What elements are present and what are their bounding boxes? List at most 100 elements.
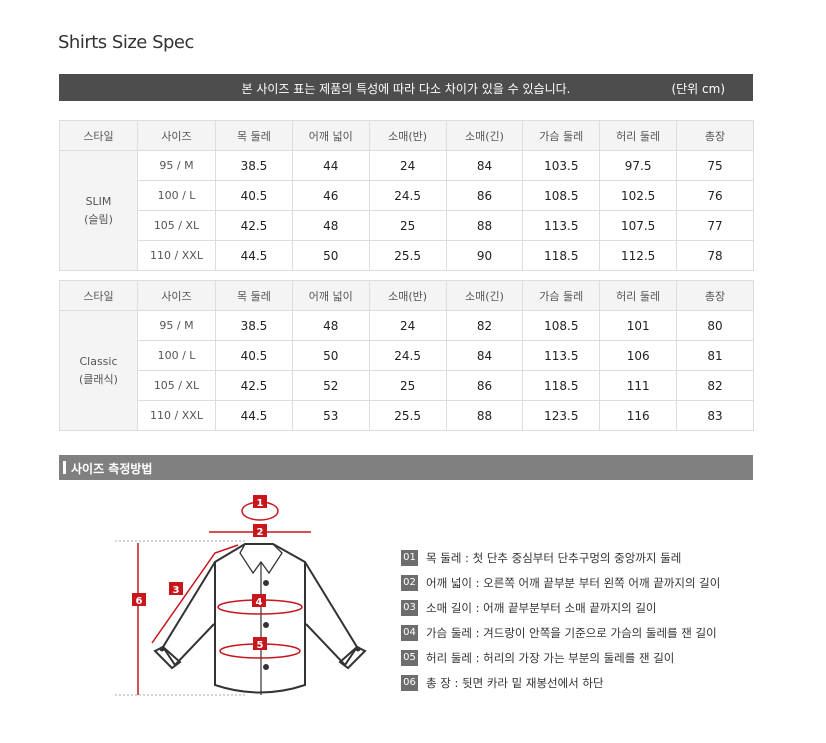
column-header: 가슴 둘레: [522, 280, 601, 311]
table-row: 100 / L 40.5 50 24.5 84 113.5 106 81: [60, 340, 754, 371]
legend-number-badge: 01: [401, 549, 418, 566]
style-name-kr: (슬림): [84, 212, 113, 226]
value-cell: 44.5: [215, 240, 293, 271]
value-cell: 44.5: [215, 400, 293, 431]
table-row: 105 / XL 42.5 52 25 86 118.5 111 82: [60, 370, 754, 401]
value-cell: 48: [291, 210, 370, 241]
value-cell: 77: [676, 210, 754, 241]
legend-text: 목 둘레 : 첫 단추 중심부터 단추구멍의 중앙까지 둘레: [426, 550, 682, 565]
size-table-classic: 스타일 사이즈 목 둘레 어깨 넓이 소매(반) 소매(긴) 가슴 둘레 허리 둘레 총장 Cla…: [59, 280, 754, 431]
table-row: 110 / XXL 44.5 50 25.5 90 118.5 112.5 78: [60, 240, 754, 271]
size-cell: 105 / XL: [137, 210, 216, 241]
section-title: 사이즈 측정방법: [71, 462, 153, 476]
value-cell: 111: [599, 370, 678, 401]
value-cell: 97.5: [599, 150, 678, 181]
guide-lines: [115, 540, 245, 696]
value-cell: 52: [291, 370, 370, 401]
size-cell: 110 / XXL: [137, 400, 216, 431]
value-cell: 90: [445, 240, 524, 271]
style-cell: SLIM (슬림): [59, 150, 138, 271]
value-cell: 112.5: [599, 240, 678, 271]
column-header: 소매(반): [368, 280, 447, 311]
notice-message: 본 사이즈 표는 제품의 특성에 따라 다소 차이가 있을 수 있습니다.: [241, 82, 571, 96]
legend-number-badge: 02: [401, 574, 418, 591]
value-cell: 53: [291, 400, 370, 431]
value-cell: 25.5: [368, 240, 447, 271]
column-header: 소매(긴): [445, 280, 524, 311]
value-cell: 106: [599, 340, 678, 371]
value-cell: 38.5: [215, 310, 293, 341]
value-cell: 116: [599, 400, 678, 431]
label-number: 6: [136, 596, 143, 607]
value-cell: 40.5: [215, 340, 293, 371]
table-row: Classic (클래식) 95 / M 38.5 48 24 82 108.5 101 80: [59, 310, 754, 431]
style-name: SLIM: [85, 194, 112, 208]
buttons: [159, 580, 361, 670]
label-number: 4: [256, 597, 263, 608]
table-row: SLIM (슬림) 95 / M 38.5 44 24 84 103.5 97.5 75: [59, 150, 754, 271]
label-number: 1: [257, 498, 264, 509]
value-cell: 24.5: [368, 180, 447, 211]
legend-text: 가슴 둘레 : 겨드랑이 안쪽을 기준으로 가슴의 둘레를 잰 길이: [426, 625, 717, 640]
value-cell: 86: [445, 180, 524, 211]
diagram-number-labels: 1 2 3 4 5 6: [132, 495, 267, 651]
value-cell: 108.5: [522, 180, 601, 211]
legend-text: 어깨 넓이 : 오른쪽 어깨 끝부분 부터 왼쪽 어깨 끝까지의 길이: [426, 575, 721, 590]
column-header: 스타일: [59, 120, 138, 151]
column-header: 가슴 둘레: [522, 120, 601, 151]
legend-item: 05 허리 둘레 : 허리의 가장 가는 부분의 둘레를 잰 길이: [401, 645, 720, 670]
value-cell: 88: [445, 400, 524, 431]
header-row: 스타일 사이즈 목 둘레 어깨 넓이 소매(반) 소매(긴) 가슴 둘레 허리 둘레 총장: [59, 280, 754, 311]
value-cell: 42.5: [215, 370, 293, 401]
column-header: 총장: [676, 120, 754, 151]
value-cell: 46: [291, 180, 370, 211]
value-cell: 83: [676, 400, 754, 431]
style-name: Classic: [79, 354, 118, 368]
section-header: 사이즈 측정방법: [59, 455, 753, 480]
column-header: 허리 둘레: [599, 280, 678, 311]
style-name-kr: (클래식): [79, 372, 118, 386]
value-cell: 113.5: [522, 340, 601, 371]
value-cell: 24: [368, 310, 447, 341]
value-cell: 25: [368, 370, 447, 401]
legend-item: 03 소매 길이 : 어깨 끝부분부터 소매 끝까지의 길이: [401, 595, 720, 620]
value-cell: 84: [445, 150, 524, 181]
value-cell: 113.5: [522, 210, 601, 241]
value-cell: 50: [291, 240, 370, 271]
legend-text: 총 장 : 뒷면 카라 밑 재봉선에서 하단: [426, 675, 604, 690]
size-cell: 95 / M: [137, 310, 216, 341]
value-cell: 118.5: [522, 370, 601, 401]
label-box: [252, 594, 266, 607]
label-box: [253, 637, 267, 650]
label-box: [253, 495, 267, 508]
column-header: 총장: [676, 280, 754, 311]
column-header: 목 둘레: [215, 280, 293, 311]
legend-text: 허리 둘레 : 허리의 가장 가는 부분의 둘레를 잰 길이: [426, 650, 675, 665]
table-row: 110 / XXL 44.5 53 25.5 88 123.5 116 83: [60, 400, 754, 431]
page-title: Shirts Size Spec: [58, 32, 194, 53]
value-cell: 48: [291, 310, 370, 341]
size-table-slim: 스타일 사이즈 목 둘레 어깨 넓이 소매(반) 소매(긴) 가슴 둘레 허리 둘레 총장 SLI…: [59, 120, 754, 271]
value-cell: 123.5: [522, 400, 601, 431]
measurement-lines: [137, 501, 311, 695]
value-cell: 78: [676, 240, 754, 271]
label-box: [169, 582, 183, 595]
legend-item: 01 목 둘레 : 첫 단추 중심부터 단추구멍의 중앙까지 둘레: [401, 545, 720, 570]
value-cell: 24: [368, 150, 447, 181]
value-cell: 118.5: [522, 240, 601, 271]
notice-bar: 본 사이즈 표는 제품의 특성에 따라 다소 차이가 있을 수 있습니다. (단…: [59, 74, 753, 101]
value-cell: 101: [599, 310, 678, 341]
column-header: 스타일: [59, 280, 138, 311]
column-header: 소매(긴): [445, 120, 524, 151]
value-cell: 24.5: [368, 340, 447, 371]
label-box: [253, 524, 267, 537]
legend-number-badge: 05: [401, 649, 418, 666]
unit-label: (단위 cm): [671, 82, 725, 96]
legend-number-badge: 06: [401, 674, 418, 691]
legend-item: 02 어깨 넓이 : 오른쪽 어깨 끝부분 부터 왼쪽 어깨 끝까지의 길이: [401, 570, 720, 595]
label-box: [132, 593, 146, 606]
style-cell: Classic (클래식): [59, 310, 138, 431]
legend-number-badge: 03: [401, 599, 418, 616]
value-cell: 82: [445, 310, 524, 341]
